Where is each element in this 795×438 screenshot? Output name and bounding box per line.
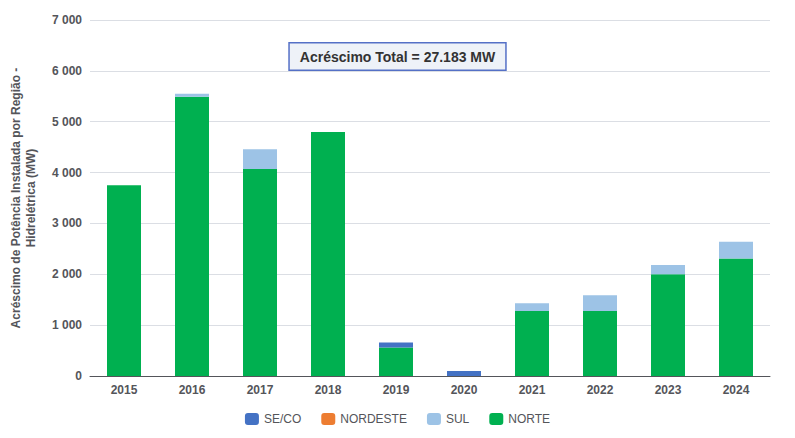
svg-text:2 000: 2 000 [52,267,82,281]
svg-text:SUL: SUL [446,412,470,426]
svg-text:NORTE: NORTE [508,412,550,426]
svg-text:2021: 2021 [519,383,546,397]
svg-text:3 000: 3 000 [52,216,82,230]
svg-text:4 000: 4 000 [52,166,82,180]
svg-text:SE/CO: SE/CO [264,412,301,426]
svg-text:Acréscimo de Potência Instalad: Acréscimo de Potência Instalada por Regi… [9,68,23,329]
svg-text:2024: 2024 [723,383,750,397]
svg-text:2022: 2022 [587,383,614,397]
svg-text:1 000: 1 000 [52,318,82,332]
svg-text:5 000: 5 000 [52,115,82,129]
svg-text:6 000: 6 000 [52,64,82,78]
svg-text:0: 0 [75,369,82,383]
svg-text:2017: 2017 [247,383,274,397]
svg-text:2015: 2015 [111,383,138,397]
svg-text:2019: 2019 [383,383,410,397]
svg-text:2020: 2020 [451,383,478,397]
svg-text:2023: 2023 [655,383,682,397]
svg-text:2018: 2018 [315,383,342,397]
svg-text:7 000: 7 000 [52,13,82,27]
svg-text:Acréscimo Total = 27.183 MW: Acréscimo Total = 27.183 MW [300,49,496,65]
svg-text:Hidrelétrica (MW): Hidrelétrica (MW) [24,149,38,248]
svg-text:2016: 2016 [179,383,206,397]
svg-text:NORDESTE: NORDESTE [340,412,407,426]
